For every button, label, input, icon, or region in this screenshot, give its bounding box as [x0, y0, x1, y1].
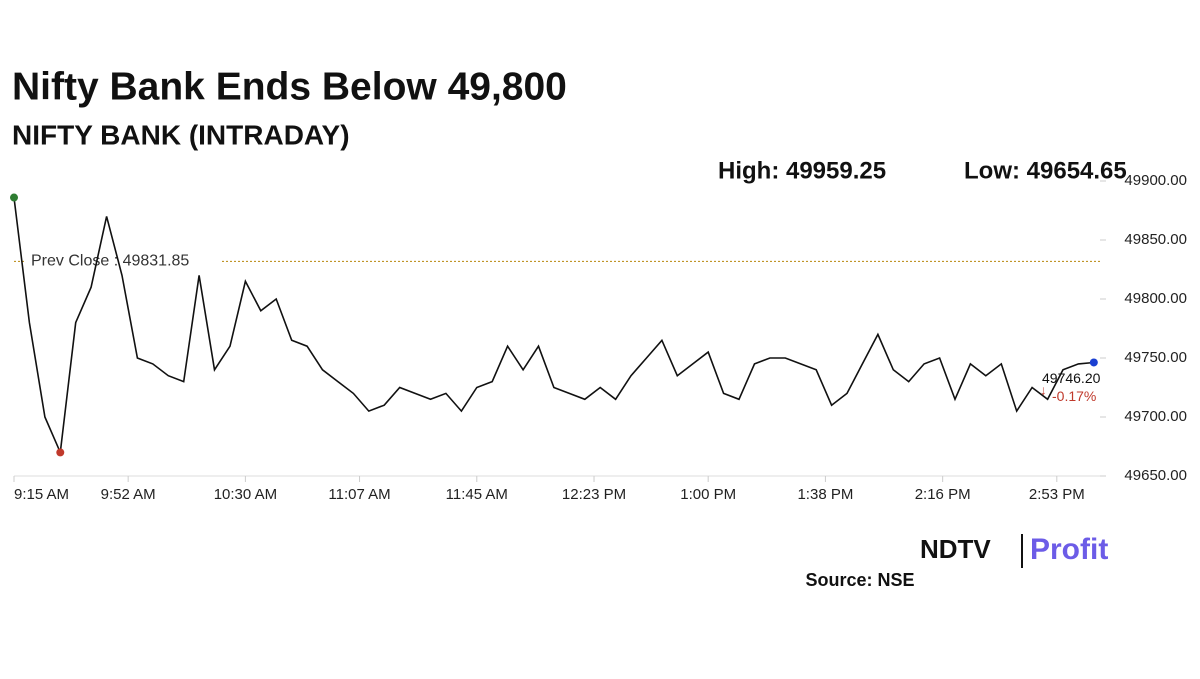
y-tick-label: 49850.00	[1124, 231, 1187, 248]
x-tick-label: 9:52 AM	[101, 486, 156, 503]
x-tick-label: 11:07 AM	[328, 486, 390, 503]
x-tick-label: 2:53 PM	[1029, 486, 1085, 503]
high-marker	[10, 193, 18, 202]
y-tick-label: 49800.00	[1124, 290, 1187, 307]
chart-subtitle: NIFTY BANK (INTRADAY)	[12, 119, 350, 150]
last-marker	[1089, 358, 1098, 367]
y-tick-label: 49650.00	[1124, 467, 1187, 484]
y-tick-label: 49750.00	[1124, 349, 1187, 366]
source: Source: NSE	[805, 570, 914, 590]
x-tick-label: 10:30 AM	[214, 486, 277, 503]
chart-title: Nifty Bank Ends Below 49,800	[12, 65, 567, 108]
last-price-label: 49746.20	[1042, 370, 1101, 386]
prev-close-label: Prev Close : 49831.85	[31, 253, 189, 270]
x-tick-label: 9:15 AM	[14, 486, 69, 503]
down-arrow: ↓	[1040, 382, 1047, 397]
price-line	[13, 197, 1094, 456]
x-tick-label: 12:23 PM	[562, 486, 626, 503]
x-tick-label: 1:00 PM	[680, 486, 736, 503]
prev-close-bg	[26, 250, 222, 273]
logo-ndtv: NDTV	[920, 534, 991, 564]
y-tick-label: 49900.00	[1124, 172, 1187, 189]
logo-profit: Profit	[1030, 533, 1108, 566]
high-label: High: 49959.25	[718, 157, 886, 184]
x-tick-label: 2:16 PM	[915, 486, 971, 503]
x-tick-label: 11:45 AM	[446, 486, 508, 503]
last-change-label: -0.17%	[1052, 388, 1096, 404]
y-tick-label: 49700.00	[1124, 408, 1187, 425]
low-label: Low: 49654.65	[964, 157, 1127, 184]
x-tick-label: 1:38 PM	[797, 486, 853, 503]
low-marker	[56, 448, 65, 457]
